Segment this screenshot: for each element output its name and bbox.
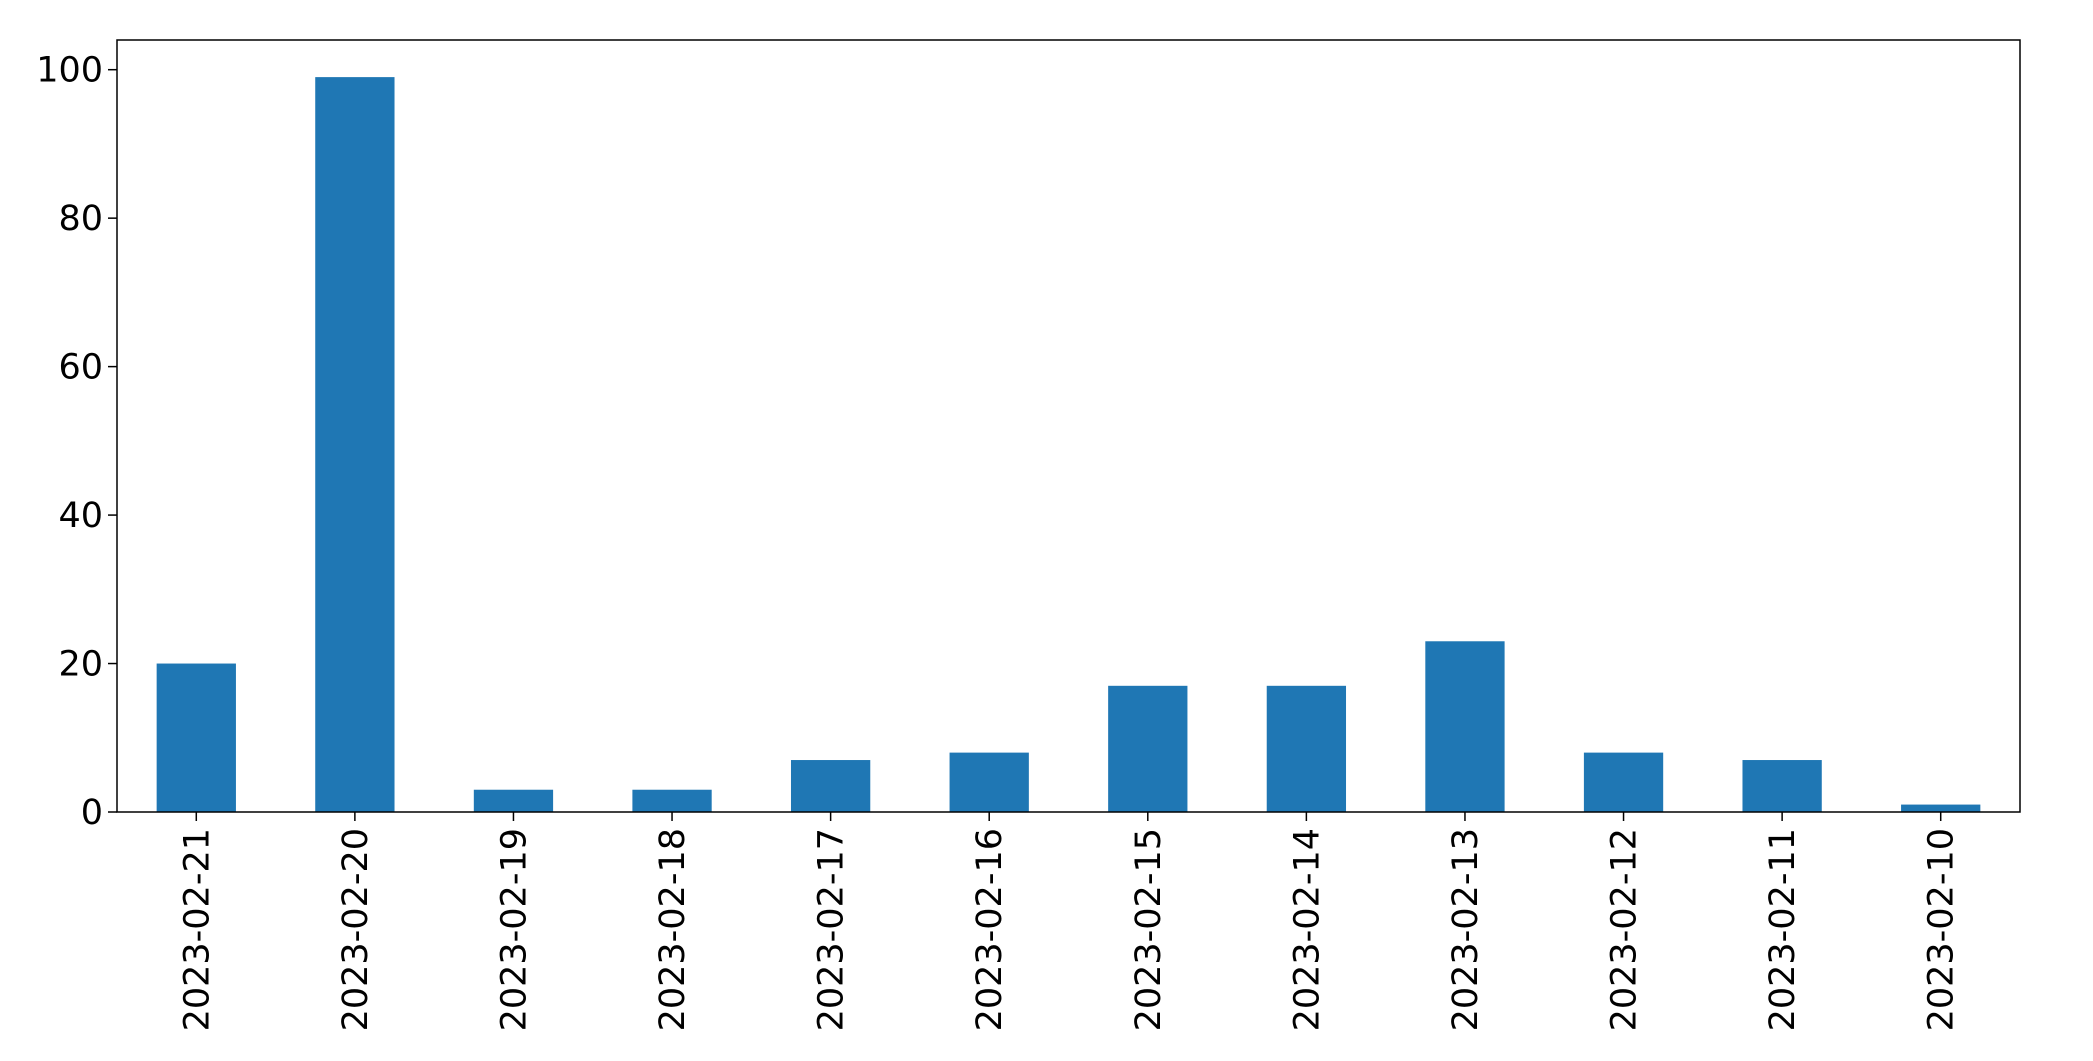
y-tick-label-0: 0: [81, 793, 103, 833]
plot-frame: [116, 39, 2021, 813]
y-tick-label-60: 60: [58, 348, 103, 388]
bar-2023-02-20: [315, 77, 395, 813]
plot-area: 0 20 40 60 80 100 2023-02-21 2023-02-20 2023-02-…: [36, 39, 2021, 1031]
bar-2023-02-13: [1425, 641, 1505, 812]
y-tick-label-80: 80: [58, 199, 103, 239]
bar-2023-02-15: [1108, 685, 1188, 812]
bar-2023-02-11: [1742, 760, 1822, 812]
x-tick-label-2023-02-16: 2023-02-16: [970, 828, 1010, 1031]
x-tick-label-2023-02-11: 2023-02-11: [1763, 828, 1803, 1031]
y-tick-label-20: 20: [58, 645, 103, 685]
x-tick-label-2023-02-14: 2023-02-14: [1287, 828, 1327, 1031]
x-tick-label-2023-02-20: 2023-02-20: [336, 828, 376, 1031]
x-tick-label-2023-02-21: 2023-02-21: [177, 828, 217, 1031]
bar-2023-02-14: [1266, 685, 1347, 812]
x-tick-label-2023-02-18: 2023-02-18: [653, 828, 693, 1031]
x-tick-label-2023-02-12: 2023-02-12: [1605, 828, 1645, 1031]
x-tick-label-2023-02-13: 2023-02-13: [1446, 828, 1486, 1031]
bar-2023-02-18: [632, 789, 712, 812]
y-tick-label-100: 100: [36, 51, 103, 91]
bar-2023-02-17: [790, 760, 871, 812]
y-tick-label-40: 40: [58, 496, 103, 536]
x-tick-label-2023-02-10: 2023-02-10: [1922, 828, 1962, 1031]
bar-2023-02-21: [156, 663, 236, 812]
x-tick-label-2023-02-19: 2023-02-19: [494, 828, 534, 1031]
bar-2023-02-16: [949, 752, 1029, 812]
bar-2023-02-19: [473, 789, 554, 812]
bar-2023-02-12: [1583, 752, 1664, 812]
x-tick-label-2023-02-15: 2023-02-15: [1129, 828, 1169, 1031]
bar-2023-02-10: [1901, 804, 1981, 812]
x-tick-label-2023-02-17: 2023-02-17: [812, 828, 852, 1031]
